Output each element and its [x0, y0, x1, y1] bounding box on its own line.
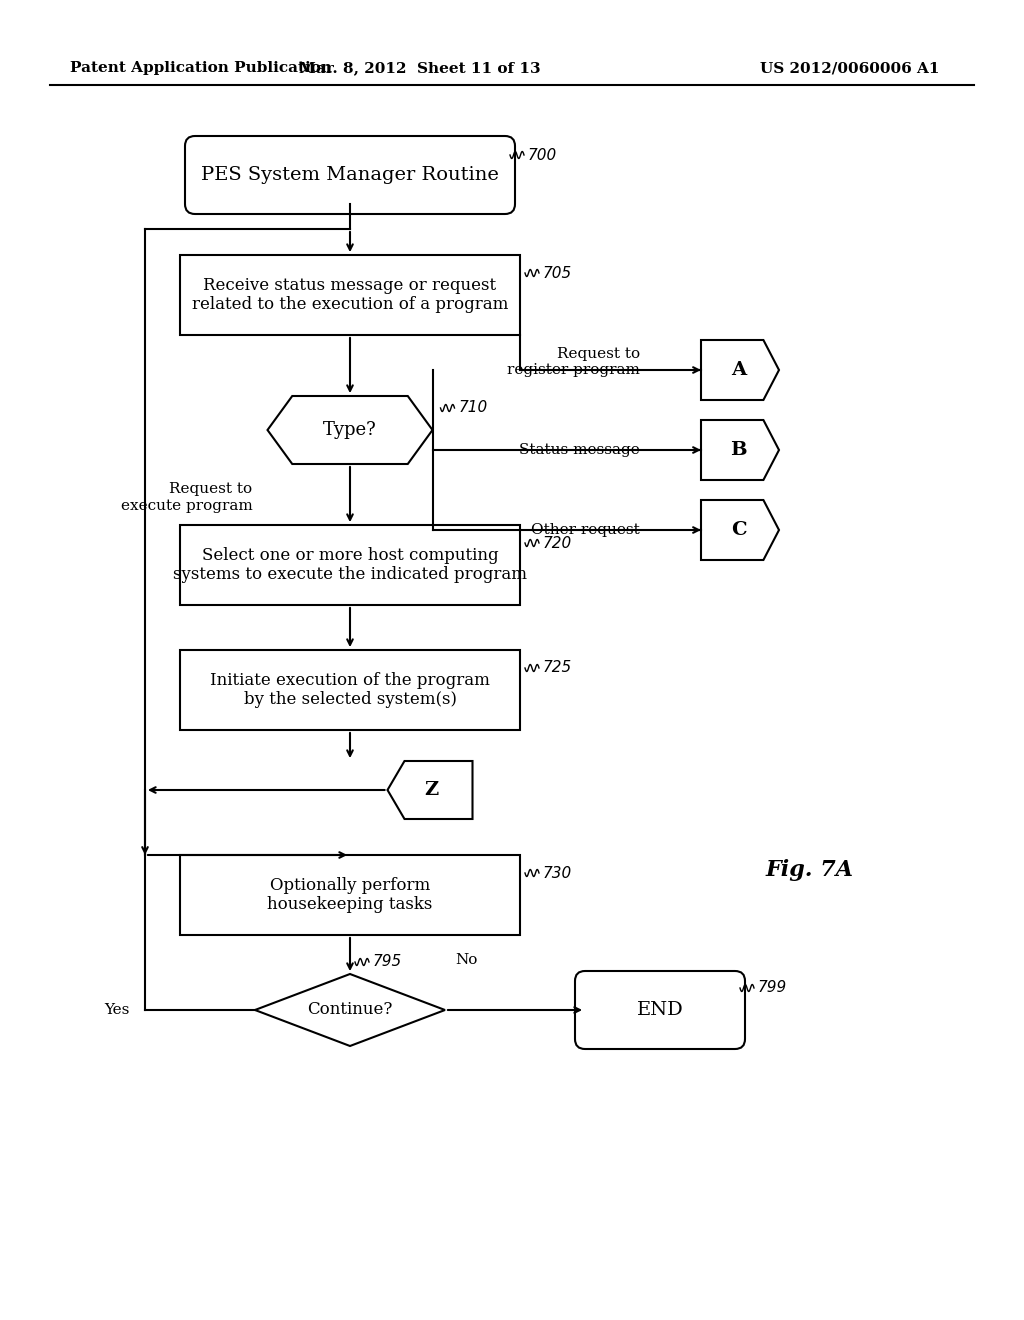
Bar	[180, 855, 520, 935]
Text: 705: 705	[543, 265, 572, 281]
Bar	[180, 525, 520, 605]
Text: Status message: Status message	[519, 444, 640, 457]
Text: Optionally perform
housekeeping tasks: Optionally perform housekeeping tasks	[267, 876, 433, 913]
Bar	[180, 255, 520, 335]
Polygon shape	[255, 974, 445, 1045]
Text: Receive status message or request
related to the execution of a program: Receive status message or request relate…	[191, 277, 508, 313]
Text: Request to
execute program: Request to execute program	[121, 482, 253, 512]
FancyBboxPatch shape	[185, 136, 515, 214]
Text: 700: 700	[528, 148, 557, 162]
Text: Yes: Yes	[104, 1003, 130, 1016]
Text: Z: Z	[425, 781, 439, 799]
Text: 730: 730	[543, 866, 572, 880]
Text: Initiate execution of the program
by the selected system(s): Initiate execution of the program by the…	[210, 672, 489, 709]
Text: Type?: Type?	[324, 421, 377, 440]
Text: PES System Manager Routine: PES System Manager Routine	[201, 166, 499, 183]
Text: C: C	[731, 521, 746, 539]
Text: 710: 710	[459, 400, 487, 416]
Polygon shape	[267, 396, 432, 465]
Text: Select one or more host computing
systems to execute the indicated program: Select one or more host computing system…	[173, 546, 527, 583]
Bar	[180, 649, 520, 730]
Text: 795: 795	[373, 954, 402, 969]
Text: Patent Application Publication: Patent Application Publication	[70, 61, 332, 75]
Polygon shape	[701, 420, 779, 480]
Polygon shape	[387, 762, 472, 818]
Text: 799: 799	[758, 981, 787, 995]
Text: Request to
register program: Request to register program	[507, 347, 640, 378]
Text: No: No	[455, 953, 477, 968]
Text: US 2012/0060006 A1: US 2012/0060006 A1	[760, 61, 939, 75]
Text: A: A	[731, 360, 746, 379]
Polygon shape	[701, 341, 779, 400]
Text: Continue?: Continue?	[307, 1002, 392, 1019]
Text: 720: 720	[543, 536, 572, 550]
FancyBboxPatch shape	[575, 972, 745, 1049]
Text: 725: 725	[543, 660, 572, 676]
Text: B: B	[730, 441, 746, 459]
Text: Other request: Other request	[531, 523, 640, 537]
Text: END: END	[637, 1001, 683, 1019]
Polygon shape	[701, 500, 779, 560]
Text: Mar. 8, 2012  Sheet 11 of 13: Mar. 8, 2012 Sheet 11 of 13	[299, 61, 541, 75]
Text: Fig. 7A: Fig. 7A	[766, 859, 854, 880]
